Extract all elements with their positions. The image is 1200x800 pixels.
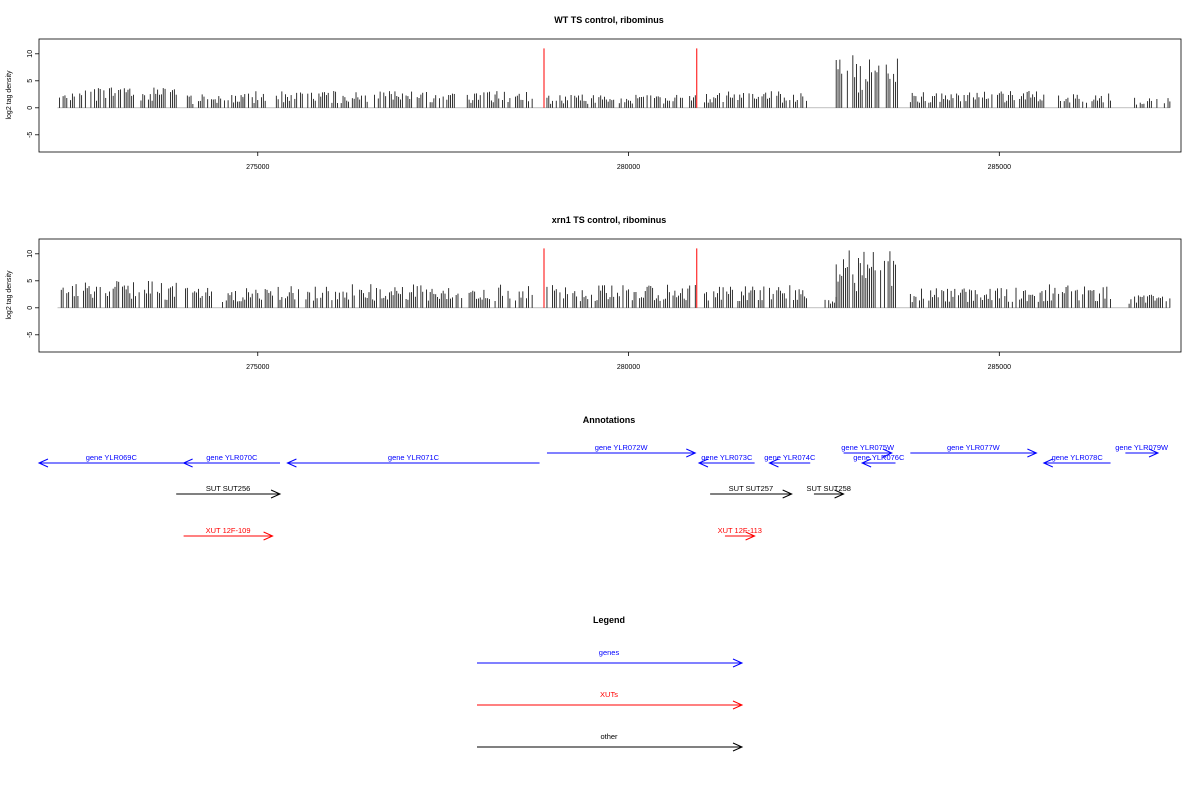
- gene-arrowhead: [1027, 448, 1038, 458]
- sut-feature[interactable]: SUT SUT258: [807, 484, 851, 499]
- axes: -5 0 5 10 275000 280000 285000: [27, 50, 1011, 171]
- x-tick-label: 285000: [988, 364, 1011, 371]
- gene-label: gene YLR076C: [853, 453, 905, 462]
- sut-arrowhead: [834, 489, 845, 499]
- x-tick-label: 275000: [246, 364, 269, 371]
- y-tick-label: 5: [27, 279, 34, 283]
- xut-arrowhead: [263, 531, 274, 541]
- x-tick-label: 280000: [617, 164, 640, 171]
- gene-feature[interactable]: gene YLR075W: [841, 443, 895, 458]
- gene-feature[interactable]: gene YLR072W: [546, 443, 697, 458]
- gene-label: gene YLR075W: [841, 443, 895, 452]
- gene-label: gene YLR074C: [764, 453, 816, 462]
- gene-feature[interactable]: gene YLR077W: [910, 443, 1038, 458]
- sut-arrowhead: [270, 489, 282, 499]
- xut-feature[interactable]: XUT 12F-113: [718, 526, 762, 541]
- legend-item: XUTs: [477, 690, 744, 710]
- panel-wt: WT TS control, ribominus log2 tag densit…: [6, 15, 1182, 171]
- legend-arrowhead: [732, 742, 744, 752]
- legend-title: Legend: [593, 615, 625, 625]
- y-tick-label: -5: [27, 132, 34, 138]
- legend-item: genes: [477, 648, 744, 668]
- gene-feature[interactable]: gene YLR073C: [697, 453, 755, 468]
- panel-title: WT TS control, ribominus: [554, 15, 664, 25]
- gene-feature[interactable]: gene YLR078C: [1042, 453, 1111, 468]
- xut-label: XUT 12F-109: [206, 526, 251, 535]
- y-tick-label: 5: [27, 79, 34, 83]
- gene-arrowhead: [697, 458, 709, 468]
- gene-feature[interactable]: gene YLR071C: [286, 453, 540, 468]
- sut-label: SUT SUT256: [206, 484, 250, 493]
- gene-arrowhead: [286, 458, 297, 468]
- x-tick-label: 280000: [617, 364, 640, 371]
- gene-arrowhead: [882, 448, 894, 458]
- legend-label: genes: [599, 648, 620, 657]
- legend-arrowhead: [732, 658, 744, 668]
- annotations-track: Annotations gene YLR069C gene YLR070C gene…: [37, 415, 1169, 541]
- sut-feature[interactable]: SUT SUT256: [176, 484, 282, 499]
- sut-label: SUT SUT258: [807, 484, 851, 493]
- y-tick-label: 10: [27, 250, 34, 258]
- gene-arrowhead: [686, 448, 697, 458]
- panel-xrn1: xrn1 TS control, ribominus log2 tag dens…: [6, 215, 1182, 371]
- x-tick-label: 275000: [246, 164, 269, 171]
- plot-frame: [38, 38, 1182, 153]
- y-axis-label: log2 tag density: [6, 270, 13, 320]
- y-axis-label: log2 tag density: [6, 70, 13, 120]
- legend-arrowhead: [732, 700, 744, 710]
- x-tick-label: 285000: [988, 164, 1011, 171]
- legend-label: XUTs: [600, 690, 618, 699]
- xut-arrowhead: [745, 531, 756, 541]
- gene-arrowhead: [37, 458, 49, 468]
- bar-series: [57, 48, 1171, 109]
- axes: -5 0 5 10 275000 280000 285000: [27, 250, 1011, 371]
- gene-label: gene YLR070C: [206, 453, 258, 462]
- legend-item: other: [477, 732, 744, 752]
- y-tick-label: 0: [27, 306, 34, 310]
- gene-arrowhead: [1042, 458, 1054, 468]
- gene-label: gene YLR078C: [1052, 453, 1104, 462]
- y-tick-label: 0: [27, 106, 34, 110]
- sut-label: SUT SUT257: [729, 484, 773, 493]
- gene-arrowhead: [1148, 448, 1160, 458]
- panel-title: xrn1 TS control, ribominus: [552, 215, 667, 225]
- y-tick-label: -5: [27, 332, 34, 338]
- gene-arrowhead: [860, 458, 872, 468]
- legend: Legend genes XUTs other: [477, 615, 744, 752]
- gene-feature[interactable]: gene YLR069C: [37, 453, 184, 468]
- annotations-title: Annotations: [583, 415, 636, 425]
- gene-label: gene YLR071C: [388, 453, 440, 462]
- gene-feature[interactable]: gene YLR076C: [853, 453, 905, 468]
- legend-label: other: [600, 732, 618, 741]
- plot-frame: [38, 238, 1182, 353]
- gene-label: gene YLR079W: [1115, 443, 1169, 452]
- gene-label: gene YLR073C: [701, 453, 753, 462]
- gene-arrowhead: [768, 458, 779, 468]
- xut-label: XUT 12F-113: [718, 526, 762, 535]
- gene-label: gene YLR077W: [947, 443, 1001, 452]
- xut-feature[interactable]: XUT 12F-109: [183, 526, 274, 541]
- gene-feature[interactable]: gene YLR079W: [1115, 443, 1169, 458]
- sut-arrowhead: [782, 489, 793, 499]
- y-tick-label: 10: [27, 50, 34, 58]
- gene-label: gene YLR072W: [595, 443, 649, 452]
- gene-label: gene YLR069C: [86, 453, 138, 462]
- gene-feature[interactable]: gene YLR070C: [182, 453, 281, 468]
- sut-feature[interactable]: SUT SUT257: [710, 484, 793, 499]
- bar-series: [57, 248, 1171, 309]
- gene-feature[interactable]: gene YLR074C: [764, 453, 816, 468]
- gene-arrowhead: [182, 458, 193, 468]
